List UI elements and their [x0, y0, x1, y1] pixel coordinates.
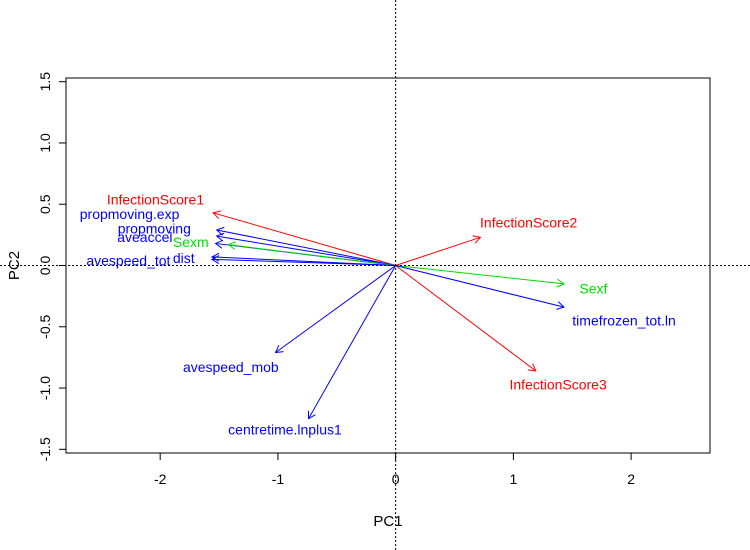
vector-infectionscore3: [395, 265, 537, 372]
vector-dist: [210, 255, 396, 266]
vector-label-infectionscore1: InfectionScore1: [107, 191, 204, 207]
vector-line: [395, 236, 481, 266]
vector-label-infectionscore2: InfectionScore2: [480, 215, 577, 231]
vector-arrowhead: [307, 410, 316, 420]
vector-avespeed-mob: [274, 265, 396, 354]
vector-line: [216, 229, 396, 266]
y-tick-label: 1.5: [37, 72, 53, 92]
vector-line: [395, 265, 537, 372]
vector-arrowhead: [215, 226, 225, 236]
vector-label-avespeed-mob: avespeed_mob: [183, 359, 279, 375]
y-tick-label: -1.5: [37, 437, 53, 461]
vectors-layer: [210, 210, 566, 420]
vector-labels-layer: InfectionScore1propmoving.exppropmovinga…: [80, 191, 676, 437]
vector-label-infectionscore3: InfectionScore3: [509, 376, 606, 392]
vector-arrowhead: [556, 278, 566, 288]
x-tick-label: 2: [627, 471, 635, 487]
vector-label-sexf: Sexf: [579, 281, 607, 297]
x-tick-label: 1: [509, 471, 517, 487]
y-tick-label: -0.5: [37, 314, 53, 338]
vector-line: [308, 265, 397, 419]
y-axis-title: PC2: [6, 251, 23, 280]
vector-label-centretime-lnplus1: centretime.lnplus1: [228, 422, 342, 438]
vector-line: [216, 235, 396, 266]
vector-label-aveaccel: aveaccel: [117, 229, 172, 245]
vector-arrowhead: [274, 345, 284, 354]
vector-line: [395, 265, 565, 285]
vector-infectionscore1: [212, 210, 396, 266]
vector-arrowhead: [227, 241, 237, 250]
x-tick-label: 0: [392, 471, 400, 487]
vector-centretime-lnplus1: [307, 265, 397, 420]
vector-line: [275, 265, 396, 353]
y-tick-label: 1.0: [37, 133, 53, 153]
y-tick-label: -1.0: [37, 376, 53, 400]
vector-arrowhead: [215, 232, 225, 242]
x-tick-label: -2: [154, 471, 167, 487]
vector-infectionscore2: [395, 235, 482, 266]
vector-line: [211, 258, 396, 266]
vector-arrowhead: [212, 210, 222, 219]
vector-arrowhead: [472, 235, 482, 244]
vector-arrowhead: [210, 255, 220, 265]
vector-sexf: [395, 265, 566, 288]
vector-label-timefrozen-tot-ln: timefrozen_tot.ln: [572, 313, 676, 329]
vector-label-sexm: Sexm: [173, 234, 209, 250]
vector-sexm: [227, 241, 396, 266]
vector-line: [395, 265, 565, 308]
vector-propmoving: [215, 232, 396, 266]
vector-arrowhead: [556, 301, 565, 310]
vector-label-propmoving-exp: propmoving.exp: [80, 206, 180, 222]
vector-label-dist: dist: [173, 250, 195, 266]
x-tick-label: -1: [272, 471, 285, 487]
vector-label-propmoving: propmoving: [118, 221, 191, 237]
vector-propmoving-exp: [215, 226, 396, 266]
vector-arrowhead: [527, 363, 537, 372]
vector-timefrozen-tot-ln: [395, 265, 565, 310]
vector-line: [213, 212, 396, 266]
y-tick-label: 0.5: [37, 194, 53, 214]
vector-label-avespeed-tot: avespeed_tot: [86, 253, 170, 269]
vector-line: [228, 244, 396, 266]
vector-arrowhead: [214, 239, 224, 249]
x-axis-title: PC1: [373, 513, 402, 530]
